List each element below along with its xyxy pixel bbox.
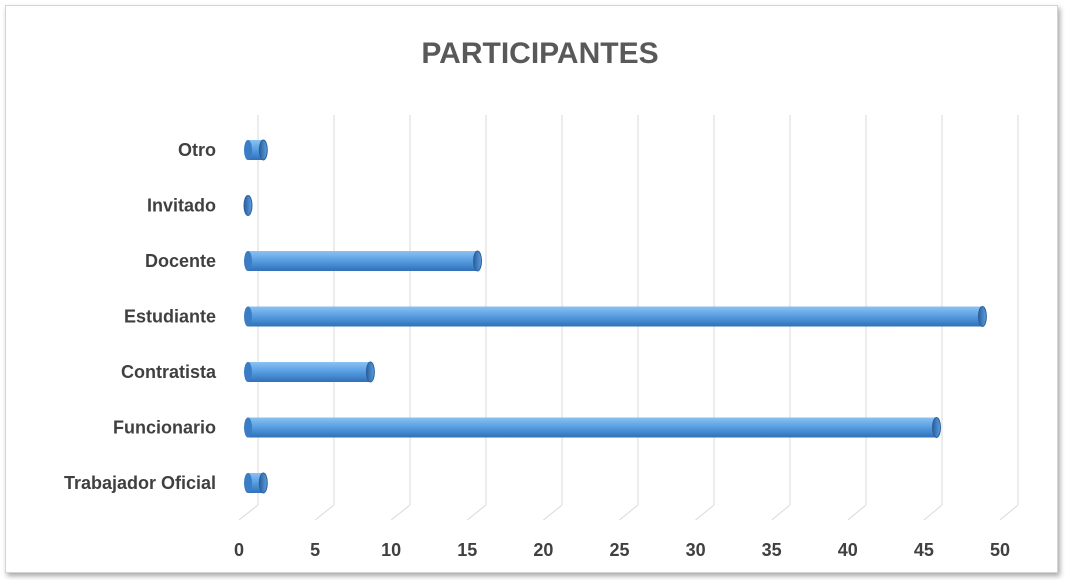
bars [243, 139, 987, 494]
category-label: Otro [178, 140, 216, 160]
bar-end-cap [932, 417, 941, 438]
x-tick-label: 30 [686, 540, 706, 560]
bar-end-cap [473, 250, 482, 272]
bar [244, 472, 268, 494]
grid-line-depth [923, 504, 943, 521]
grid-line-depth [466, 504, 487, 521]
bar-start-cap [244, 362, 252, 382]
bar-start-cap [244, 473, 252, 493]
bar-end-cap [977, 306, 987, 327]
bar-body [248, 417, 937, 438]
category-labels: Trabajador Oficial Funcionario Contratista… [64, 140, 217, 493]
grid-line-depth [771, 504, 791, 521]
x-tick-label: 50 [990, 540, 1010, 560]
grid-line-depth [238, 504, 259, 521]
bar [244, 250, 482, 272]
x-tick-label: 0 [234, 540, 244, 560]
bar [244, 139, 268, 161]
grid-line-depth [390, 504, 411, 521]
bar-start-cap [244, 251, 252, 271]
bar-body [248, 362, 371, 382]
grid-line-depth [314, 504, 335, 521]
category-label: Contratista [121, 362, 217, 382]
x-tick-label: 10 [381, 540, 401, 560]
bar-end-cap [258, 472, 268, 494]
bar-body [248, 251, 478, 271]
bar-end-cap [258, 139, 268, 161]
x-tick-label: 45 [914, 540, 934, 560]
category-label: Trabajador Oficial [64, 473, 216, 493]
bar-start-cap [244, 306, 252, 327]
chart-title: PARTICIPANTES [421, 37, 658, 70]
bar [243, 195, 253, 216]
grid-line-depth [619, 504, 639, 521]
grid-line-depth [847, 504, 867, 521]
chart-frame [5, 5, 1058, 573]
x-tick-labels: 0 5 10 15 20 25 30 35 40 45 50 [234, 540, 1010, 560]
x-tick-label: 40 [838, 540, 858, 560]
x-tick-label: 35 [762, 540, 782, 560]
bar [244, 361, 375, 383]
x-tick-label: 15 [457, 540, 477, 560]
grid-line-depth [543, 504, 563, 521]
grid-line-depth [695, 504, 715, 521]
bar-end-cap [365, 361, 375, 383]
bar-start-cap [244, 140, 252, 160]
category-label: Invitado [147, 196, 216, 216]
category-label: Funcionario [113, 418, 216, 438]
bar-start-cap [244, 417, 252, 438]
x-tick-label: 5 [310, 540, 320, 560]
bar-body [248, 306, 983, 327]
category-label: Docente [145, 251, 216, 271]
bar-end-cap [243, 195, 253, 216]
grid-line-depth [999, 504, 1019, 521]
x-tick-label: 20 [533, 540, 553, 560]
bar [244, 417, 941, 438]
bar [244, 306, 987, 327]
x-tick-label: 25 [609, 540, 629, 560]
category-label: Estudiante [124, 307, 216, 327]
